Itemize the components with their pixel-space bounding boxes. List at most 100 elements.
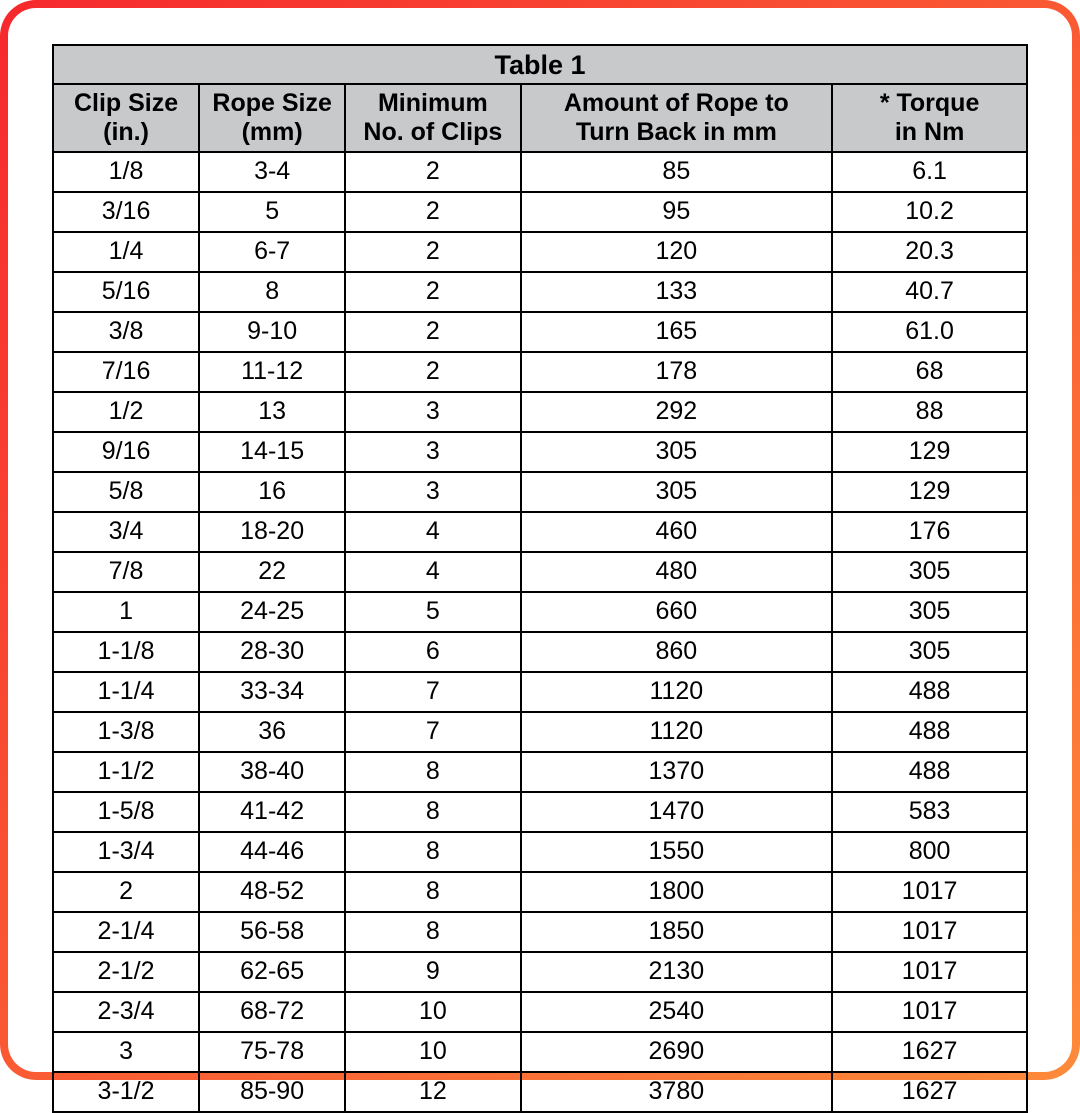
table-cell: 178 xyxy=(521,352,833,392)
table-row: 7/1611-12217868 xyxy=(53,352,1027,392)
table-cell: 44-46 xyxy=(199,832,345,872)
table-cell: 129 xyxy=(832,432,1027,472)
table-row: 3-1/285-901237801627 xyxy=(53,1072,1027,1112)
table-cell: 1/2 xyxy=(53,392,199,432)
table-row: 2-3/468-721025401017 xyxy=(53,992,1027,1032)
table-cell: 75-78 xyxy=(199,1032,345,1072)
table-cell: 40.7 xyxy=(832,272,1027,312)
table-row: 124-255660305 xyxy=(53,592,1027,632)
table-cell: 2 xyxy=(345,312,520,352)
table-cell: 9-10 xyxy=(199,312,345,352)
table-cell: 3/16 xyxy=(53,192,199,232)
table-title: Table 1 xyxy=(53,45,1027,84)
table-cell: 10 xyxy=(345,992,520,1032)
table-cell: 1-1/8 xyxy=(53,632,199,672)
table-cell: 1370 xyxy=(521,752,833,792)
table-cell: 18-20 xyxy=(199,512,345,552)
table-body: 1/83-42856.13/16529510.21/46-7212020.35/… xyxy=(53,152,1027,1112)
table-cell: 1-3/8 xyxy=(53,712,199,752)
col-header-rope-size: Rope Size (mm) xyxy=(199,84,345,152)
table-cell: 8 xyxy=(345,752,520,792)
table-cell: 1850 xyxy=(521,912,833,952)
table-row: 1-1/238-4081370488 xyxy=(53,752,1027,792)
table-cell: 62-65 xyxy=(199,952,345,992)
table-cell: 1017 xyxy=(832,952,1027,992)
table-cell: 12 xyxy=(345,1072,520,1112)
table-cell: 2690 xyxy=(521,1032,833,1072)
table-cell: 1120 xyxy=(521,672,833,712)
table-row: 3/16529510.2 xyxy=(53,192,1027,232)
table-cell: 2 xyxy=(345,232,520,272)
gradient-frame: Table 1 Clip Size (in.) Rope Size (mm) M… xyxy=(0,0,1080,1080)
table-row: 1/83-42856.1 xyxy=(53,152,1027,192)
table-cell: 2540 xyxy=(521,992,833,1032)
table-row: 1/213329288 xyxy=(53,392,1027,432)
table-row: 1-3/83671120488 xyxy=(53,712,1027,752)
table-cell: 1017 xyxy=(832,912,1027,952)
table-row: 248-52818001017 xyxy=(53,872,1027,912)
table-cell: 165 xyxy=(521,312,833,352)
table-cell: 2 xyxy=(345,152,520,192)
table-cell: 38-40 xyxy=(199,752,345,792)
table-cell: 583 xyxy=(832,792,1027,832)
table-cell: 1627 xyxy=(832,1032,1027,1072)
table-cell: 2 xyxy=(345,272,520,312)
table-cell: 2-1/2 xyxy=(53,952,199,992)
table-cell: 41-42 xyxy=(199,792,345,832)
content-area: Table 1 Clip Size (in.) Rope Size (mm) M… xyxy=(8,8,1072,1072)
table-cell: 1627 xyxy=(832,1072,1027,1112)
table-cell: 8 xyxy=(345,872,520,912)
table-cell: 22 xyxy=(199,552,345,592)
table-cell: 1-1/4 xyxy=(53,672,199,712)
table-cell: 33-34 xyxy=(199,672,345,712)
col-header-torque: * Torque in Nm xyxy=(832,84,1027,152)
table-row: 2-1/262-65921301017 xyxy=(53,952,1027,992)
table-row: 3/418-204460176 xyxy=(53,512,1027,552)
table-cell: 488 xyxy=(832,712,1027,752)
table-cell: 9/16 xyxy=(53,432,199,472)
col-header-line: Rope Size xyxy=(212,89,331,117)
table-cell: 36 xyxy=(199,712,345,752)
table-row: 1-3/444-4681550800 xyxy=(53,832,1027,872)
table-cell: 3 xyxy=(345,432,520,472)
table-cell: 3-4 xyxy=(199,152,345,192)
table-cell: 1 xyxy=(53,592,199,632)
table-cell: 2-3/4 xyxy=(53,992,199,1032)
table-cell: 56-58 xyxy=(199,912,345,952)
table-cell: 61.0 xyxy=(832,312,1027,352)
col-header-line: (mm) xyxy=(242,118,303,146)
table-cell: 8 xyxy=(345,912,520,952)
table-cell: 133 xyxy=(521,272,833,312)
table-cell: 5/16 xyxy=(53,272,199,312)
table-cell: 1/4 xyxy=(53,232,199,272)
col-header-line: Amount of Rope to xyxy=(564,89,789,117)
table-cell: 1800 xyxy=(521,872,833,912)
table-cell: 24-25 xyxy=(199,592,345,632)
table-cell: 95 xyxy=(521,192,833,232)
table-cell: 1017 xyxy=(832,872,1027,912)
table-row: 9/1614-153305129 xyxy=(53,432,1027,472)
table-row: 1-1/433-3471120488 xyxy=(53,672,1027,712)
col-header-line: * Torque xyxy=(880,89,980,117)
table-cell: 68 xyxy=(832,352,1027,392)
table-cell: 8 xyxy=(199,272,345,312)
table-row: 5/8163305129 xyxy=(53,472,1027,512)
table-cell: 1/8 xyxy=(53,152,199,192)
table-cell: 305 xyxy=(521,432,833,472)
table-cell: 8 xyxy=(345,832,520,872)
table-cell: 3 xyxy=(53,1032,199,1072)
table-cell: 860 xyxy=(521,632,833,672)
table-cell: 3-1/2 xyxy=(53,1072,199,1112)
table-cell: 7/8 xyxy=(53,552,199,592)
table-cell: 488 xyxy=(832,672,1027,712)
table-cell: 2-1/4 xyxy=(53,912,199,952)
table-cell: 176 xyxy=(832,512,1027,552)
table-cell: 3780 xyxy=(521,1072,833,1112)
table-cell: 305 xyxy=(521,472,833,512)
table-cell: 6.1 xyxy=(832,152,1027,192)
table-cell: 1550 xyxy=(521,832,833,872)
table-cell: 2 xyxy=(345,352,520,392)
table-cell: 1-1/2 xyxy=(53,752,199,792)
table-cell: 305 xyxy=(832,592,1027,632)
table-cell: 10 xyxy=(345,1032,520,1072)
